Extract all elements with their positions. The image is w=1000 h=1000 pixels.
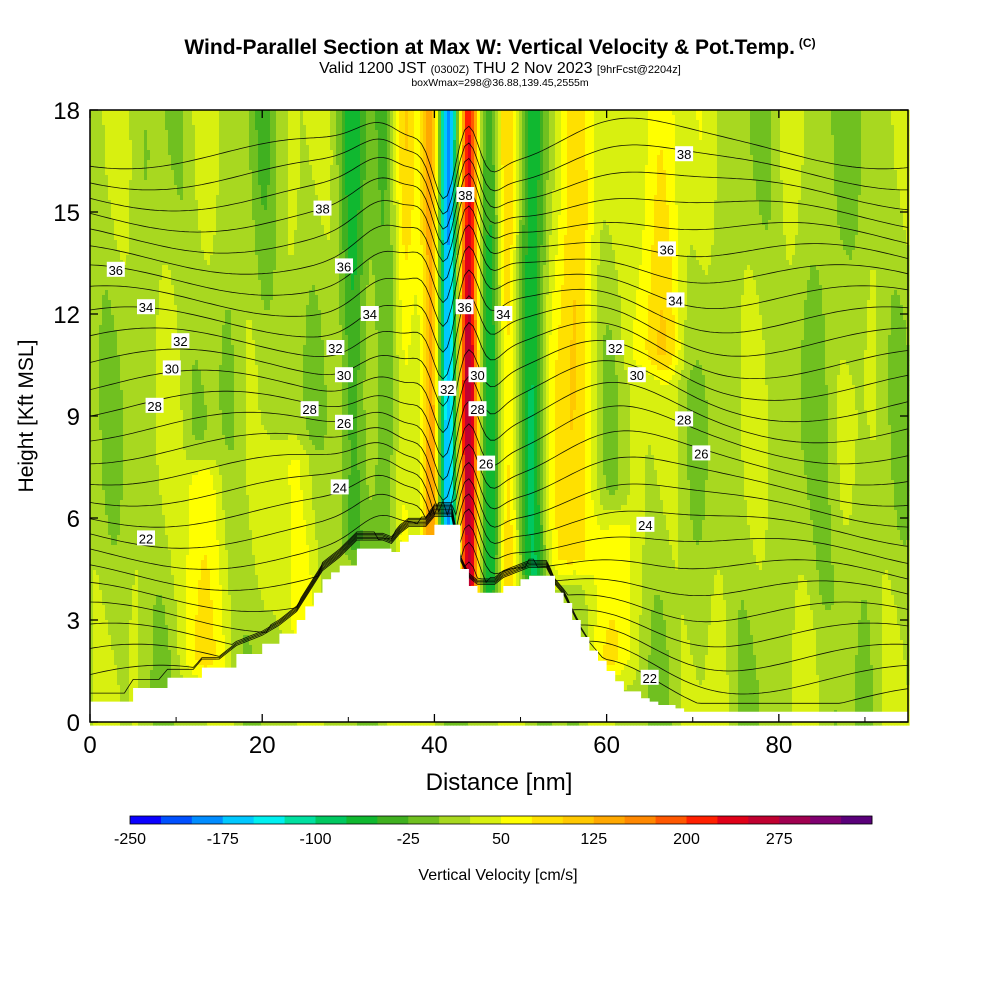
cross-section-chart: 38383836 36363634 34 343432 32323230 30 30 3028…	[0, 0, 1000, 1000]
